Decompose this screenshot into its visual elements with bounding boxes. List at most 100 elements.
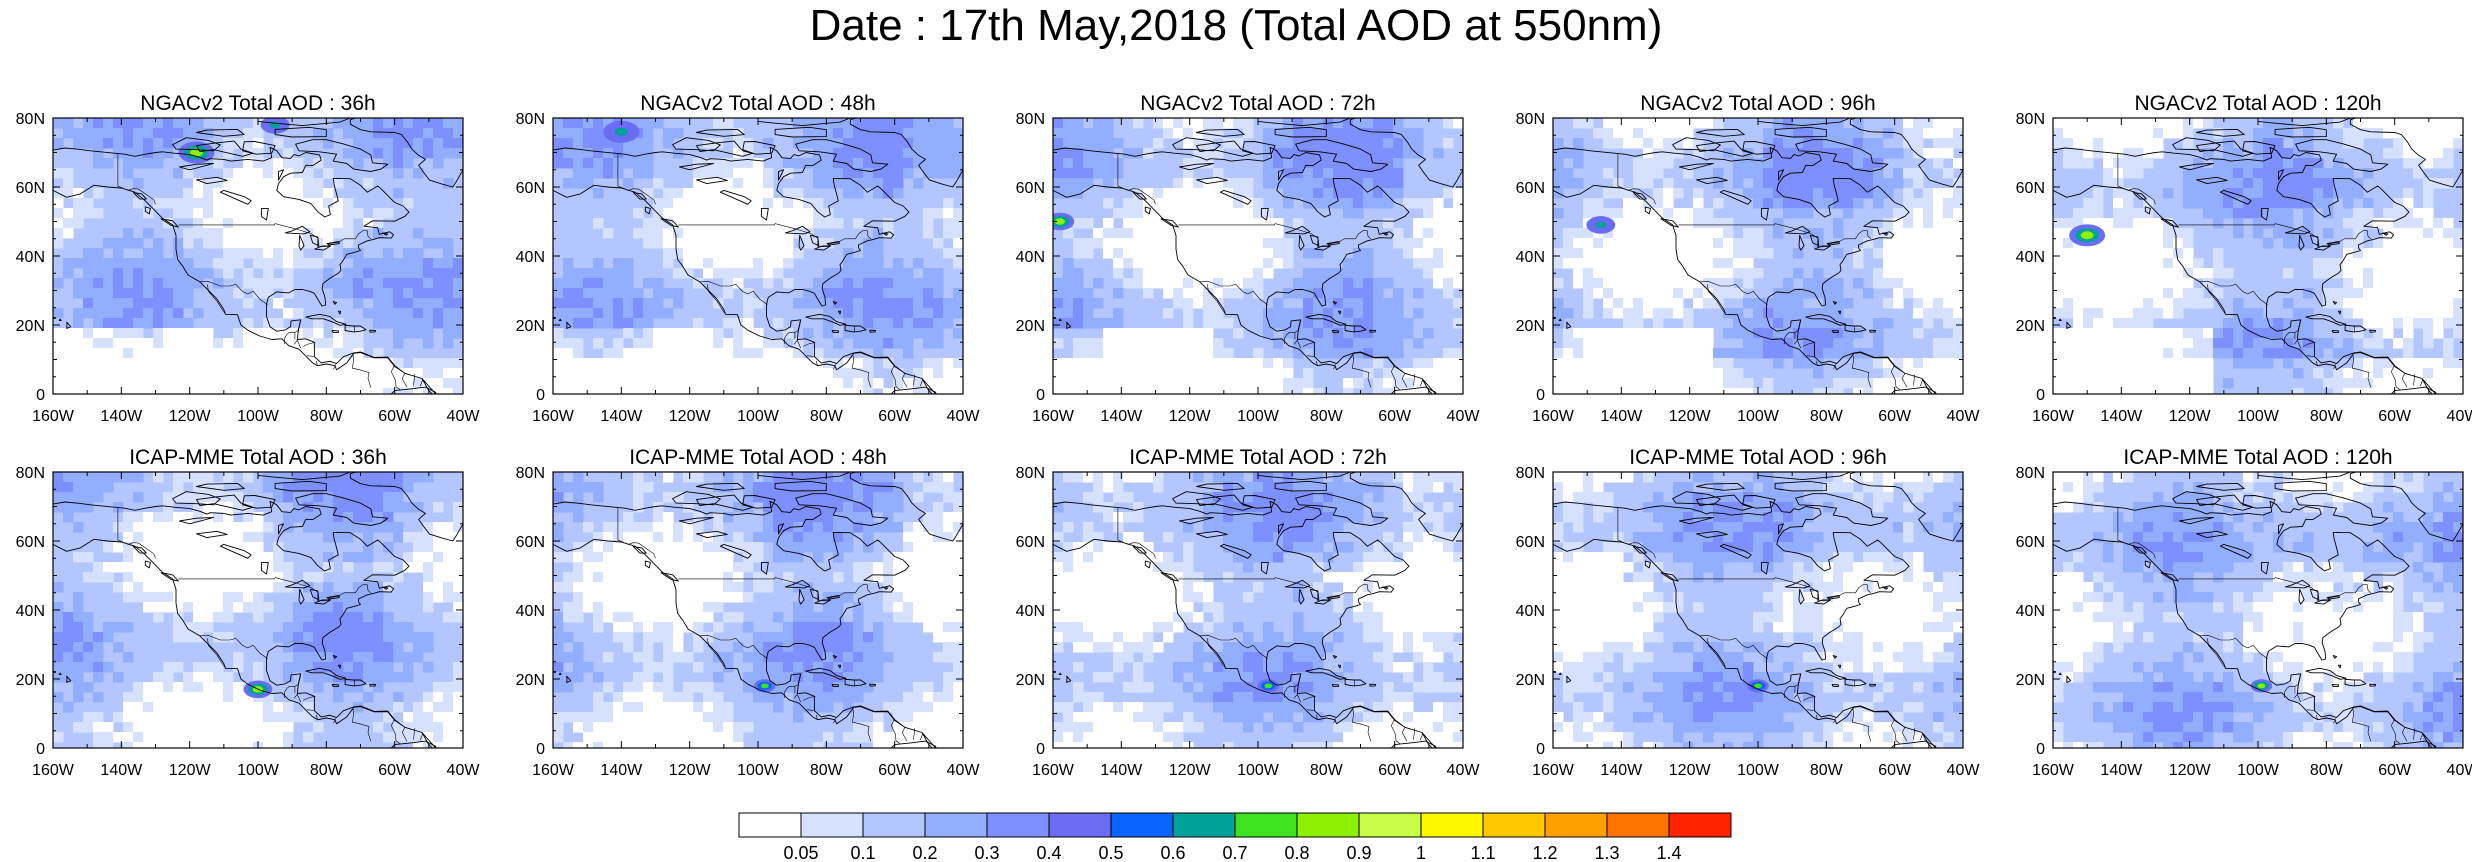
- lat-tick-label: 20N: [2016, 672, 2045, 689]
- lon-tick-label: 60W: [2378, 408, 2412, 425]
- lat-tick-label: 0: [2036, 387, 2045, 404]
- lat-tick-label: 80N: [1516, 465, 1545, 482]
- lon-tick-label: 120W: [2169, 408, 2212, 425]
- lat-tick-label: 80N: [16, 465, 45, 482]
- lon-tick-label: 120W: [1169, 762, 1212, 779]
- aod-hotspot-mexico-plume: [2250, 679, 2273, 693]
- aod-map: 160W 140W 120W 100W 80W 60W 40W 0 20N 40N 60N 80N: [16, 465, 481, 779]
- lon-tick-label: 60W: [1878, 762, 1912, 779]
- colorbar-label: 1.3: [1594, 843, 1619, 862]
- lon-tick-label: 40W: [947, 408, 981, 425]
- panel-title: ICAP-MME Total AOD : 120h: [2123, 446, 2393, 469]
- political-borders: [117, 153, 423, 390]
- aod-hotspot-arctic-plume: [260, 118, 290, 134]
- lon-tick-label: 60W: [878, 408, 912, 425]
- aod-field: [553, 118, 963, 394]
- lat-tick-label: 80N: [1016, 111, 1045, 128]
- aod-field: [553, 472, 963, 748]
- coastlines: [553, 118, 963, 394]
- lon-tick-label: 80W: [810, 762, 844, 779]
- colorbar-label: 1.2: [1532, 843, 1557, 862]
- lat-tick-label: 20N: [16, 672, 45, 689]
- colorbar-label: 0.5: [1098, 843, 1123, 862]
- coastlines: [1553, 118, 1963, 394]
- lat-tick-label: 60N: [1016, 180, 1045, 197]
- aod-map: 160W 140W 120W 100W 80W 60W 40W 0 20N 40N 60N 80N: [16, 111, 481, 425]
- lon-tick-label: 160W: [1532, 762, 1575, 779]
- lon-tick-label: 160W: [32, 408, 75, 425]
- map-panel-icap-mme-2: ICAP-MME Total AOD : 48h 160W 140W 120W 100W…: [507, 446, 981, 779]
- lon-tick-label: 40W: [947, 762, 981, 779]
- political-borders: [2117, 507, 2423, 744]
- coastlines: [53, 118, 463, 394]
- map-panel-icap-mme-1: ICAP-MME Total AOD : 36h 160W 140W 120W 100W…: [7, 446, 481, 779]
- panel-title: NGACv2 Total AOD : 120h: [2134, 92, 2382, 115]
- axis-ticks: [1052, 117, 1464, 395]
- lat-tick-label: 20N: [516, 318, 545, 335]
- lat-tick-label: 20N: [1016, 318, 1045, 335]
- main-title: Date : 17th May,2018 (Total AOD at 550nm…: [809, 1, 1663, 50]
- political-borders: [117, 507, 423, 744]
- coastlines: [2053, 472, 2463, 748]
- colorbar-label: 0.8: [1284, 843, 1309, 862]
- lon-tick-label: 60W: [1878, 408, 1912, 425]
- map-panel-ngacv2-1: NGACv2 Total AOD : 36h 160W 140W 120W 100W 80…: [7, 92, 481, 425]
- axis-ticks: [552, 117, 964, 395]
- lat-tick-label: 40N: [1016, 249, 1045, 266]
- colorbar-label: 0.1: [850, 843, 875, 862]
- political-borders: [1617, 507, 1923, 744]
- lon-tick-label: 40W: [1447, 408, 1481, 425]
- map-panel-ngacv2-5: NGACv2 Total AOD : 120h 160W 140W 120W 100W 8…: [2007, 92, 2472, 425]
- aod-field: [2053, 118, 2463, 394]
- colorbar-swatch: [738, 812, 802, 838]
- lat-tick-label: 80N: [1016, 465, 1045, 482]
- lon-tick-label: 40W: [1947, 408, 1981, 425]
- lon-tick-label: 100W: [737, 408, 780, 425]
- lat-tick-label: 60N: [2016, 534, 2045, 551]
- political-borders: [617, 153, 923, 390]
- axis-ticks: [2052, 117, 2464, 395]
- colorbar-label: 0.9: [1346, 843, 1371, 862]
- map-panel-ngacv2-4: NGACv2 Total AOD : 96h 160W 140W 120W 100W 80…: [1507, 92, 1981, 425]
- panel-title: ICAP-MME Total AOD : 36h: [129, 446, 387, 469]
- lon-tick-label: 40W: [2447, 762, 2472, 779]
- lat-tick-label: 0: [36, 741, 45, 758]
- lon-tick-label: 80W: [1310, 762, 1344, 779]
- lon-tick-label: 160W: [532, 762, 575, 779]
- lon-tick-label: 160W: [2032, 762, 2075, 779]
- lon-tick-label: 100W: [237, 408, 280, 425]
- lat-tick-label: 0: [536, 387, 545, 404]
- lon-tick-label: 60W: [1378, 762, 1412, 779]
- lon-tick-label: 140W: [1600, 408, 1643, 425]
- map-panel-icap-mme-5: ICAP-MME Total AOD : 120h 160W 140W 120W 100…: [2007, 446, 2472, 779]
- lon-tick-label: 140W: [2100, 762, 2143, 779]
- panel-title: ICAP-MME Total AOD : 96h: [1629, 446, 1887, 469]
- colorbar-swatch: [1668, 812, 1732, 838]
- lat-tick-label: 0: [1036, 387, 1045, 404]
- colorbar-swatch: [1048, 812, 1112, 838]
- aod-map: 160W 140W 120W 100W 80W 60W 40W 0 20N 40N 60N 80N: [1016, 111, 1481, 425]
- panel-title: ICAP-MME Total AOD : 72h: [1129, 446, 1387, 469]
- map-panel-ngacv2-3: NGACv2 Total AOD : 72h 160W 140W 120W 100W 80…: [1007, 92, 1481, 425]
- aod-hotspot-mexico-plume: [1747, 679, 1769, 693]
- lon-tick-label: 120W: [1669, 408, 1712, 425]
- aod-map: 160W 140W 120W 100W 80W 60W 40W 0 20N 40N 60N 80N: [1016, 465, 1481, 779]
- aod-map: 160W 140W 120W 100W 80W 60W 40W 0 20N 40N 60N 80N: [1516, 111, 1981, 425]
- lat-tick-label: 20N: [516, 672, 545, 689]
- colorbar-swatch: [924, 812, 988, 838]
- aod-hotspot-pacific-plume: [1586, 216, 1616, 234]
- lat-tick-label: 0: [36, 387, 45, 404]
- lat-tick-label: 80N: [516, 111, 545, 128]
- lat-tick-label: 60N: [2016, 180, 2045, 197]
- lon-tick-label: 100W: [1237, 408, 1280, 425]
- lon-tick-label: 100W: [1237, 762, 1280, 779]
- political-borders: [1117, 507, 1423, 744]
- lon-tick-label: 140W: [1100, 408, 1143, 425]
- lon-tick-label: 160W: [532, 408, 575, 425]
- aod-map: 160W 140W 120W 100W 80W 60W 40W 0 20N 40N 60N 80N: [516, 465, 981, 779]
- colorbar-swatch: [1482, 812, 1546, 838]
- aod-hotspot-pacific-plume: [2069, 224, 2106, 247]
- lon-tick-label: 80W: [810, 408, 844, 425]
- aod-field: [1553, 118, 1963, 394]
- colorbar-swatch: [800, 812, 864, 838]
